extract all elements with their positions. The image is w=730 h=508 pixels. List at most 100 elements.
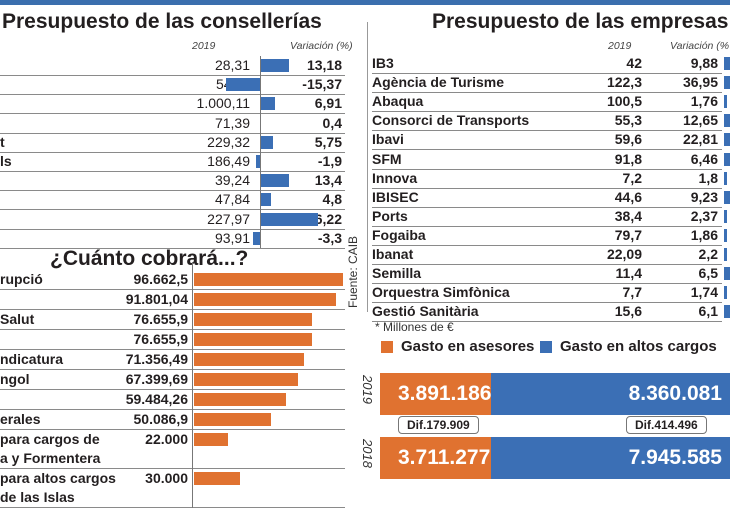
value-variacion: 4,8 — [322, 191, 342, 208]
row-label: Gestió Sanitària — [372, 303, 479, 320]
salary-bar — [194, 393, 286, 406]
value-2019: 93,91 — [214, 229, 250, 246]
table-row: SFM 91,8 6,46 — [372, 150, 722, 170]
value-salary: 71.356,49 — [125, 351, 188, 367]
difference-altos-cargos: Dif.414.496 — [626, 416, 707, 434]
variacion-bar — [724, 95, 727, 109]
asesores-bar — [380, 373, 492, 415]
variacion-bar — [255, 155, 260, 168]
variacion-bar — [260, 59, 289, 72]
row-label: Ibavi — [372, 131, 404, 148]
value-2019: 28,31 — [214, 57, 250, 73]
variacion-bar — [724, 248, 727, 261]
asesores-bar — [380, 437, 492, 479]
table-row: 91.801,04 — [0, 290, 345, 310]
row-label: ls — [0, 153, 12, 169]
value-variacion: 1,76 — [690, 93, 718, 110]
table-row: Abaqua 100,5 1,76 — [372, 92, 722, 113]
value-variacion: 12,65 — [682, 112, 718, 129]
value-2019: 227,97 — [207, 210, 250, 227]
value-2019: 7,7 — [622, 284, 642, 301]
row-label: para altos cargos — [0, 470, 116, 486]
value-2019: 15,6 — [614, 303, 642, 320]
salary-bar — [194, 293, 336, 306]
value-variacion: 6,91 — [314, 95, 342, 112]
table-row: 28,31 13,18 — [0, 56, 345, 76]
value-salary: 30.000 — [145, 470, 188, 486]
bar-axis — [192, 262, 193, 508]
empresas-title: Presupuesto de las empresas púb — [432, 10, 730, 33]
variacion-bar — [724, 209, 727, 223]
variacion-bar — [226, 78, 260, 92]
row-label: Consorci de Transports — [372, 112, 530, 129]
table-row: 59.484,26 — [0, 390, 345, 410]
value-2019: 100,5 — [606, 93, 642, 110]
table-row: IB3 42 9,88 — [372, 54, 722, 74]
value-2019: 42 — [626, 55, 642, 71]
value-variacion: -15,37 — [302, 76, 342, 93]
row-label: ndicatura — [0, 351, 64, 367]
salary-bar — [194, 472, 241, 485]
value-variacion: 5,75 — [314, 133, 342, 150]
variacion-bar — [260, 174, 290, 188]
legend-label: Gasto en altos cargos — [560, 338, 717, 355]
table-row: 47,84 4,8 — [0, 190, 345, 211]
value-variacion: 22,81 — [682, 131, 718, 148]
table-row: Ibavi 59,6 22,81 — [372, 130, 722, 151]
table-row: Gestió Sanitària 15,6 6,1 — [372, 302, 722, 323]
value-2019: 55,3 — [614, 112, 642, 129]
row-label: Salut — [0, 311, 35, 327]
salary-bar — [194, 373, 298, 386]
value-2019: 39,24 — [214, 172, 250, 189]
variacion-bar — [724, 305, 730, 319]
value-salary: 76.655,9 — [133, 331, 189, 347]
value-variacion: 9,88 — [690, 55, 718, 71]
table-row: ndicatura 71.356,49 — [0, 350, 345, 370]
value-2019: 71,39 — [214, 114, 250, 131]
difference-asesores: Dif.179.909 — [398, 416, 479, 434]
value-variacion: -3,3 — [317, 229, 342, 246]
salary-bar — [194, 333, 313, 346]
value-2019: 79,7 — [614, 226, 642, 243]
empresas-col-variacion: Variación (% — [670, 40, 730, 52]
value-2019: 229,32 — [207, 133, 250, 150]
value-2019: 22,09 — [606, 246, 642, 262]
table-row: erales 50.086,9 — [0, 410, 345, 430]
row-label: SFM — [372, 150, 402, 167]
legend-swatch-orange — [381, 340, 393, 353]
row-label: erales — [0, 411, 41, 427]
value-variacion: 36,95 — [682, 74, 718, 91]
salary-bar — [194, 273, 343, 286]
variacion-bar — [724, 228, 727, 242]
table-row: 93,91 -3,3 — [0, 229, 345, 249]
table-row: 39,24 13,4 — [0, 171, 345, 192]
value-2019: 1.000,11 — [196, 95, 250, 112]
variacion-bar — [724, 171, 727, 185]
table-row: 71,39 0,4 — [0, 114, 345, 134]
variacion-bar — [724, 76, 730, 90]
table-row: t 229,32 5,75 — [0, 133, 345, 153]
value-variacion: -1,9 — [317, 153, 342, 169]
value-2019: 44,6 — [614, 188, 642, 205]
variacion-bar — [724, 267, 730, 281]
row-label: IBISEC — [372, 188, 419, 205]
table-row: ls 186,49 -1,9 — [0, 152, 345, 172]
consellerias-title: Presupuesto de las consellerías — [2, 10, 322, 33]
salary-bar — [194, 353, 304, 366]
variacion-bar — [724, 190, 730, 204]
top-rule — [0, 0, 730, 5]
row-label: Orquestra Simfònica — [372, 284, 510, 301]
value-variacion: 1,86 — [690, 226, 718, 243]
cobrara-title: ¿Cuánto cobrará...? — [50, 247, 249, 270]
table-row: 76.655,9 — [0, 330, 345, 350]
table-row: Consorci de Transports 55,3 12,65 — [372, 111, 722, 132]
variacion-bar — [260, 135, 273, 149]
row-label: Abaqua — [372, 93, 424, 110]
value-2019: 59,6 — [614, 131, 642, 148]
zero-axis — [260, 56, 261, 248]
row-label: de las Islas — [0, 489, 75, 505]
value-variacion: 2,2 — [698, 246, 718, 262]
section-divider — [367, 22, 368, 312]
altos-cargos-value: 8.360.081 — [628, 382, 722, 405]
table-row: para cargos de a y Formentera 22.000 — [0, 430, 345, 469]
